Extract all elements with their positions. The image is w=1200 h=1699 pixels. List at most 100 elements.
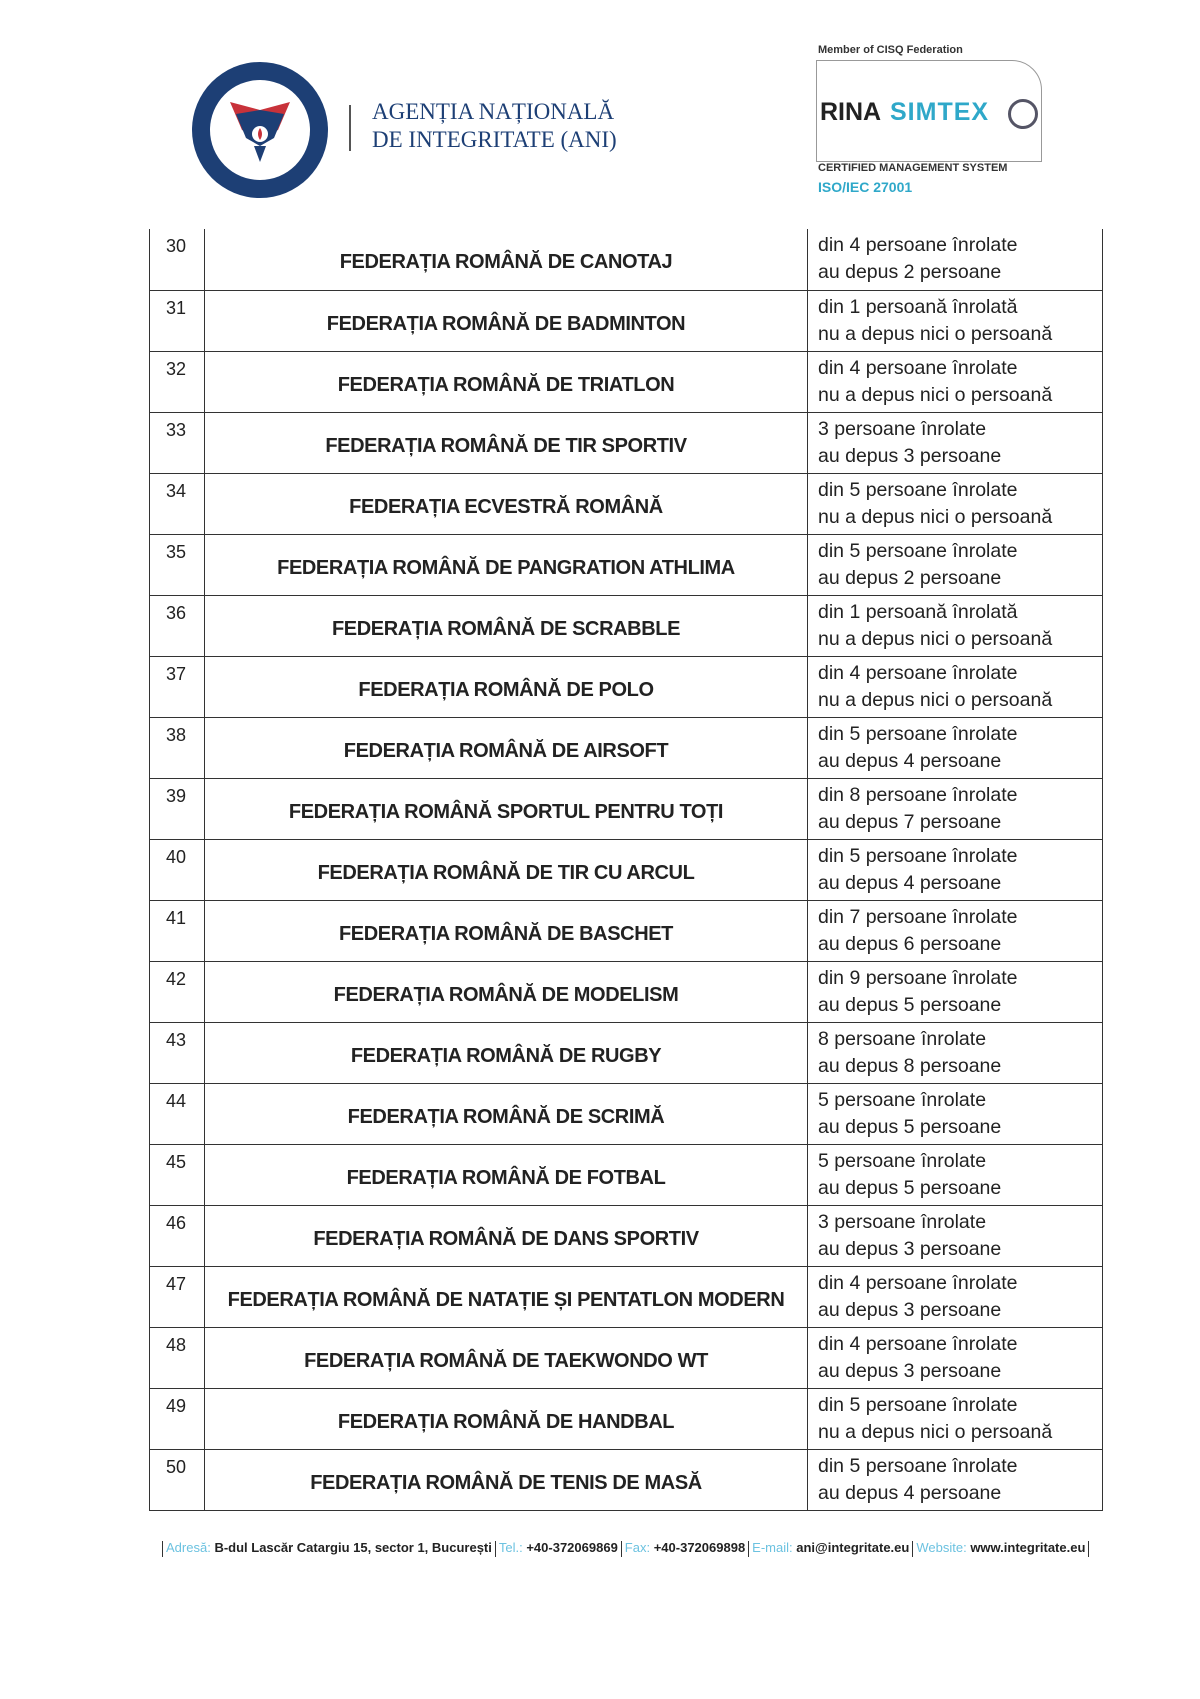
- declaration-status: din 5 persoane înrolate au depus 4 persoa…: [807, 838, 1103, 901]
- row-number: 36: [149, 594, 205, 657]
- declaration-status: 5 persoane înrolate au depus 5 persoane: [807, 1143, 1103, 1206]
- declaration-status: din 4 persoane înrolate au depus 2 persoa…: [807, 229, 1103, 291]
- enrolled-text: din 4 persoane înrolate: [818, 234, 1018, 256]
- row-number: 42: [149, 960, 205, 1023]
- website: www.integritate.eu: [970, 1540, 1086, 1555]
- submitted-text: au depus 2 persoane: [818, 261, 1002, 283]
- table-row: 44 FEDERAȚIA ROMÂNĂ DE SCRIMĂ 5 persoane î…: [149, 1082, 1103, 1145]
- ani-logo: [192, 62, 328, 198]
- submitted-text: au depus 6 persoane: [818, 932, 1002, 955]
- submitted-text: au depus 3 persoane: [818, 1237, 1002, 1260]
- tel-label: Tel.:: [498, 1540, 523, 1555]
- submitted-text: au depus 8 persoane: [818, 1054, 1002, 1077]
- website-label: Website:: [916, 1540, 967, 1555]
- table-row: 48 FEDERAȚIA ROMÂNĂ DE TAEKWONDO WT din 4 …: [149, 1326, 1103, 1389]
- row-number: 35: [149, 533, 205, 596]
- row-number: 37: [149, 655, 205, 718]
- row-number: 44: [149, 1082, 205, 1145]
- row-number: 47: [149, 1265, 205, 1328]
- federation-name: FEDERAȚIA ECVESTRĂ ROMÂNĂ: [204, 472, 808, 535]
- simtex-text: SIMTEX: [890, 98, 990, 126]
- submitted-text: nu a depus nici o persoană: [818, 322, 1053, 345]
- federation-name: FEDERAȚIA ROMÂNĂ DE PANGRATION ATHLIMA: [204, 533, 808, 596]
- enrolled-text: din 4 persoane înrolate: [818, 1271, 1018, 1294]
- row-number: 31: [149, 289, 205, 352]
- submitted-text: au depus 3 persoane: [818, 444, 1002, 467]
- enrolled-text: 5 persoane înrolate: [818, 1088, 987, 1111]
- declaration-status: 3 persoane înrolate au depus 3 persoane: [807, 1204, 1103, 1267]
- table-row: 42 FEDERAȚIA ROMÂNĂ DE MODELISM din 9 pers…: [149, 960, 1103, 1023]
- row-number: 40: [149, 838, 205, 901]
- federation-name: FEDERAȚIA ROMÂNĂ DE POLO: [204, 655, 808, 718]
- row-number: 38: [149, 716, 205, 779]
- enrolled-text: din 8 persoane înrolate: [818, 783, 1018, 806]
- submitted-text: au depus 3 persoane: [818, 1298, 1002, 1321]
- fax-label: Fax:: [624, 1540, 651, 1555]
- submitted-text: au depus 4 persoane: [818, 1481, 1002, 1504]
- enrolled-text: din 7 persoane înrolate: [818, 905, 1018, 928]
- federation-name: FEDERAȚIA ROMÂNĂ DE BADMINTON: [204, 289, 808, 352]
- table-row: 47 FEDERAȚIA ROMÂNĂ DE NATAȚIE ȘI PENTATL…: [149, 1265, 1103, 1328]
- agency-title-line1: AGENȚIA NAȚIONALĂ: [372, 99, 615, 124]
- enrolled-text: 3 persoane înrolate: [818, 1210, 987, 1233]
- table-row: 33 FEDERAȚIA ROMÂNĂ DE TIR SPORTIV 3 perso…: [149, 411, 1103, 474]
- declaration-status: din 8 persoane înrolate au depus 7 persoa…: [807, 777, 1103, 840]
- address: B-dul Lascăr Catargiu 15, sector 1, Bucu…: [214, 1540, 492, 1555]
- federation-name: FEDERAȚIA ROMÂNĂ DE FOTBAL: [204, 1143, 808, 1206]
- federations-table: 30 FEDERAȚIA ROMÂNĂ DE CANOTAJ din 4 perso…: [149, 229, 1103, 1511]
- submitted-text: nu a depus nici o persoană: [818, 688, 1053, 711]
- submitted-text: au depus 4 persoane: [818, 871, 1002, 894]
- submitted-text: au depus 5 persoane: [818, 993, 1002, 1016]
- agency-title: AGENȚIA NAȚIONALĂ DE INTEGRITATE (ANI): [372, 98, 617, 154]
- declaration-status: din 5 persoane înrolate nu a depus nici o…: [807, 1387, 1103, 1450]
- declaration-status: din 1 persoană înrolată nu a depus nici o…: [807, 289, 1103, 352]
- enrolled-text: din 4 persoane înrolate: [818, 356, 1018, 379]
- enrolled-text: din 4 persoane înrolate: [818, 1332, 1018, 1355]
- federation-name: FEDERAȚIA ROMÂNĂ DE HANDBAL: [204, 1387, 808, 1450]
- declaration-status: 5 persoane înrolate au depus 5 persoane: [807, 1082, 1103, 1145]
- enrolled-text: 8 persoane înrolate: [818, 1027, 987, 1050]
- declaration-status: din 9 persoane înrolate au depus 5 persoa…: [807, 960, 1103, 1023]
- declaration-status: din 7 persoane înrolate au depus 6 persoa…: [807, 899, 1103, 962]
- submitted-text: nu a depus nici o persoană: [818, 383, 1053, 406]
- row-number: 49: [149, 1387, 205, 1450]
- enrolled-text: din 5 persoane înrolate: [818, 1454, 1018, 1477]
- submitted-text: au depus 3 persoane: [818, 1359, 1002, 1382]
- federation-name: FEDERAȚIA ROMÂNĂ DE SCRIMĂ: [204, 1082, 808, 1145]
- submitted-text: au depus 7 persoane: [818, 810, 1002, 833]
- federation-name: FEDERAȚIA ROMÂNĂ DE MODELISM: [204, 960, 808, 1023]
- submitted-text: nu a depus nici o persoană: [818, 627, 1053, 650]
- submitted-text: nu a depus nici o persoană: [818, 505, 1053, 528]
- row-number: 45: [149, 1143, 205, 1206]
- eagle-icon: [230, 102, 290, 162]
- table-row: 49 FEDERAȚIA ROMÂNĂ DE HANDBAL din 5 perso…: [149, 1387, 1103, 1450]
- row-number: 30: [149, 229, 205, 291]
- table-row: 46 FEDERAȚIA ROMÂNĂ DE DANS SPORTIV 3 pers…: [149, 1204, 1103, 1267]
- declaration-status: din 1 persoană înrolată nu a depus nici o…: [807, 594, 1103, 657]
- table-row: 36 FEDERAȚIA ROMÂNĂ DE SCRABBLE din 1 pers…: [149, 594, 1103, 657]
- federation-name: FEDERAȚIA ROMÂNĂ DE DANS SPORTIV: [204, 1204, 808, 1267]
- declaration-status: din 4 persoane înrolate nu a depus nici o…: [807, 350, 1103, 413]
- declaration-status: din 4 persoane înrolate au depus 3 persoa…: [807, 1265, 1103, 1328]
- table-row: 43 FEDERAȚIA ROMÂNĂ DE RUGBY 8 persoane în…: [149, 1021, 1103, 1084]
- submitted-text: au depus 2 persoane: [818, 566, 1002, 589]
- enrolled-text: din 5 persoane înrolate: [818, 722, 1018, 745]
- table-row: 40 FEDERAȚIA ROMÂNĂ DE TIR CU ARCUL din 5 …: [149, 838, 1103, 901]
- declaration-status: din 5 persoane înrolate au depus 4 persoa…: [807, 1448, 1103, 1511]
- enrolled-text: din 1 persoană înrolată: [818, 295, 1018, 318]
- enrolled-text: din 5 persoane înrolate: [818, 539, 1018, 562]
- row-number: 34: [149, 472, 205, 535]
- table-row: 32 FEDERAȚIA ROMÂNĂ DE TRIATLON din 4 pers…: [149, 350, 1103, 413]
- row-number: 46: [149, 1204, 205, 1267]
- federation-name: FEDERAȚIA ROMÂNĂ SPORTUL PENTRU TOȚI: [204, 777, 808, 840]
- enrolled-text: din 9 persoane înrolate: [818, 966, 1018, 989]
- enrolled-text: din 5 persoane înrolate: [818, 844, 1018, 867]
- table-row: 34 FEDERAȚIA ECVESTRĂ ROMÂNĂ din 5 persoan…: [149, 472, 1103, 535]
- table-row: 37 FEDERAȚIA ROMÂNĂ DE POLO din 4 persoane…: [149, 655, 1103, 718]
- declaration-status: din 4 persoane înrolate nu a depus nici o…: [807, 655, 1103, 718]
- table-row: 50 FEDERAȚIA ROMÂNĂ DE TENIS DE MASĂ din 5…: [149, 1448, 1103, 1511]
- table-row: 35 FEDERAȚIA ROMÂNĂ DE PANGRATION ATHLIMA…: [149, 533, 1103, 596]
- enrolled-text: 5 persoane înrolate: [818, 1149, 987, 1172]
- submitted-text: nu a depus nici o persoană: [818, 1420, 1053, 1443]
- row-number: 48: [149, 1326, 205, 1389]
